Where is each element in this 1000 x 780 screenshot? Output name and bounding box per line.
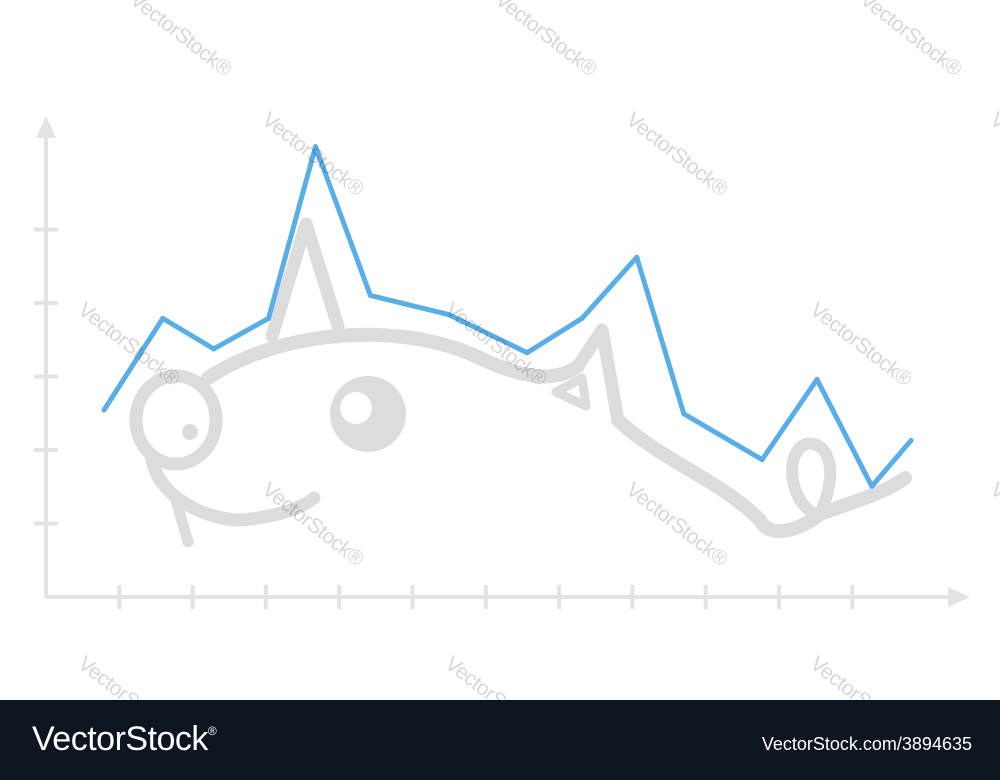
pig-eye-highlight [340,392,372,424]
pig-illustration [129,217,912,548]
data-point-9 [634,254,640,260]
pig-ear-right-inner [551,373,591,411]
footer-bar: VectorStock® VectorStock.com/3894635 [0,700,1000,780]
pig-snout [129,369,223,471]
series-line [101,144,914,489]
data-point-12 [814,376,820,382]
x-axis-arrow-icon [948,587,970,607]
data-point-14 [908,438,914,444]
pig-body-outline [201,327,585,385]
data-point-5 [367,292,373,298]
pig-jaw [170,494,194,548]
pig-nostril [182,424,198,440]
line-chart [34,116,970,609]
data-point-0 [101,407,107,413]
data-points [101,144,914,489]
footer-brand-logo: VectorStock® [32,720,217,758]
data-point-7 [524,350,530,356]
pig-cheek [145,453,321,527]
pig-ear-right [571,323,625,427]
data-point-6 [446,312,452,318]
data-point-2 [211,346,217,352]
y-axis-arrow-icon [36,116,56,138]
footer-image-credit: VectorStock.com/3894635 [761,734,972,754]
chart-area [34,116,970,609]
chart-axes [34,116,970,609]
data-point-8 [579,315,585,321]
data-point-4 [313,144,319,150]
data-point-3 [266,315,272,321]
data-point-10 [681,411,687,417]
pig-tail-icon [786,437,837,520]
data-point-11 [759,457,765,463]
data-point-1 [160,315,166,321]
pig-ear-left [265,217,345,343]
pig-back-outline [611,413,912,538]
data-point-13 [869,483,875,489]
